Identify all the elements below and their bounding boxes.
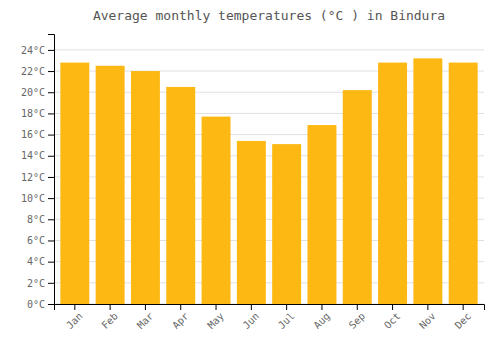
x-tick-mark bbox=[74, 304, 75, 310]
bar bbox=[413, 58, 442, 304]
y-tick-mark bbox=[48, 113, 54, 114]
grid bbox=[54, 50, 484, 304]
y-tick-label: 12°C bbox=[21, 172, 45, 183]
x-tick-label: Jun bbox=[241, 310, 262, 331]
x-tick-mark bbox=[392, 304, 393, 310]
x-tick: Jan bbox=[64, 304, 85, 331]
y-tick-mark bbox=[48, 135, 54, 136]
y-tick-mark bbox=[48, 283, 54, 284]
y-tick: 16°C bbox=[21, 129, 54, 140]
x-axis: Jan Feb Mar Apr May Jun Jul Aug Sep Oct Nov Dec bbox=[55, 304, 485, 331]
y-tick-label: 20°C bbox=[21, 87, 45, 98]
y-axis-line bbox=[48, 35, 55, 305]
bar bbox=[202, 117, 231, 304]
y-tick-label: 8°C bbox=[27, 214, 45, 225]
y-tick-label: 2°C bbox=[27, 278, 45, 289]
y-tick-mark bbox=[48, 50, 54, 51]
x-tick: Mar bbox=[135, 304, 156, 331]
y-tick-mark bbox=[48, 262, 54, 263]
x-tick-label: Feb bbox=[99, 310, 120, 331]
x-tick-mark bbox=[180, 304, 181, 310]
y-tick-mark bbox=[48, 177, 54, 178]
x-tick: Nov bbox=[417, 304, 438, 331]
y-tick-mark bbox=[48, 71, 54, 72]
bar bbox=[131, 71, 160, 304]
x-tick-label: Dec bbox=[453, 310, 474, 331]
x-axis-line bbox=[55, 305, 485, 311]
y-axis: 0°C 2°C 4°C 6°C 8°C 10°C 12°C 14°C 16°C 18°C 20°C 2… bbox=[21, 35, 55, 310]
x-tick-mark bbox=[286, 304, 287, 310]
x-tick: Oct bbox=[382, 304, 403, 331]
y-tick: 6°C bbox=[27, 235, 54, 246]
y-tick-mark bbox=[48, 156, 54, 157]
y-tick: 10°C bbox=[21, 193, 54, 204]
x-tick: May bbox=[205, 304, 226, 331]
x-tick: Aug bbox=[311, 304, 332, 331]
y-tick-mark bbox=[48, 240, 54, 241]
bar bbox=[378, 63, 407, 304]
x-tick-mark bbox=[463, 304, 464, 310]
x-tick: Feb bbox=[99, 304, 120, 331]
y-tick: 22°C bbox=[21, 66, 54, 77]
x-tick: Sep bbox=[347, 304, 368, 331]
x-tick-mark bbox=[357, 304, 358, 310]
y-tick-label: 22°C bbox=[21, 66, 45, 77]
y-tick: 24°C bbox=[21, 45, 54, 56]
y-tick: 8°C bbox=[27, 214, 54, 225]
x-tick-mark bbox=[145, 304, 146, 310]
x-tick-mark bbox=[216, 304, 217, 310]
bar bbox=[96, 66, 125, 304]
y-tick-label: 24°C bbox=[21, 45, 45, 56]
x-tick-label: Oct bbox=[382, 310, 403, 331]
y-tick-label: 10°C bbox=[21, 193, 45, 204]
bar bbox=[449, 63, 478, 304]
bars bbox=[60, 58, 477, 304]
y-tick-label: 16°C bbox=[21, 129, 45, 140]
y-tick: 12°C bbox=[21, 172, 54, 183]
y-tick-mark bbox=[48, 304, 54, 305]
y-tick: 14°C bbox=[21, 150, 54, 161]
y-tick: 18°C bbox=[21, 108, 54, 119]
title: Average monthly temperatures (°C ) in Bi… bbox=[93, 8, 445, 23]
x-tick-label: May bbox=[205, 310, 226, 331]
y-tick-label: 18°C bbox=[21, 108, 45, 119]
bar bbox=[166, 87, 195, 304]
y-tick-label: 6°C bbox=[27, 235, 45, 246]
x-tick-label: Sep bbox=[347, 310, 368, 331]
x-tick-label: Jan bbox=[64, 310, 85, 331]
bar bbox=[272, 144, 301, 304]
bar bbox=[60, 63, 89, 304]
bar bbox=[237, 141, 266, 304]
y-tick: 2°C bbox=[27, 278, 54, 289]
x-tick: Dec bbox=[453, 304, 474, 331]
x-tick-label: Nov bbox=[417, 310, 438, 331]
y-tick: 4°C bbox=[27, 256, 54, 267]
y-tick: 0°C bbox=[27, 299, 54, 310]
bar bbox=[307, 125, 336, 304]
x-tick-mark bbox=[110, 304, 111, 310]
x-tick-mark bbox=[251, 304, 252, 310]
y-tick-mark bbox=[48, 219, 54, 220]
y-tick-label: 0°C bbox=[27, 299, 45, 310]
x-tick: Apr bbox=[170, 304, 191, 331]
x-tick-mark bbox=[321, 304, 322, 310]
y-tick: 20°C bbox=[21, 87, 54, 98]
y-tick-mark bbox=[48, 92, 54, 93]
x-tick: Jun bbox=[241, 304, 262, 331]
bar bbox=[343, 90, 372, 304]
x-tick-label: Mar bbox=[135, 310, 156, 331]
chart: 0°C 2°C 4°C 6°C 8°C 10°C 12°C 14°C 16°C 18°C 20°C 2… bbox=[0, 0, 500, 350]
x-tick-label: Apr bbox=[170, 310, 191, 331]
y-tick-mark bbox=[48, 198, 54, 199]
x-tick: Jul bbox=[276, 304, 297, 331]
grid-line bbox=[54, 49, 484, 50]
plot-area: 0°C 2°C 4°C 6°C 8°C 10°C 12°C 14°C 16°C 18°C 20°C 2… bbox=[21, 35, 485, 331]
x-tick-label: Jul bbox=[276, 310, 297, 331]
x-tick-mark bbox=[427, 304, 428, 310]
y-tick-label: 4°C bbox=[27, 256, 45, 267]
x-tick-label: Aug bbox=[311, 310, 332, 331]
y-tick-label: 14°C bbox=[21, 150, 45, 161]
